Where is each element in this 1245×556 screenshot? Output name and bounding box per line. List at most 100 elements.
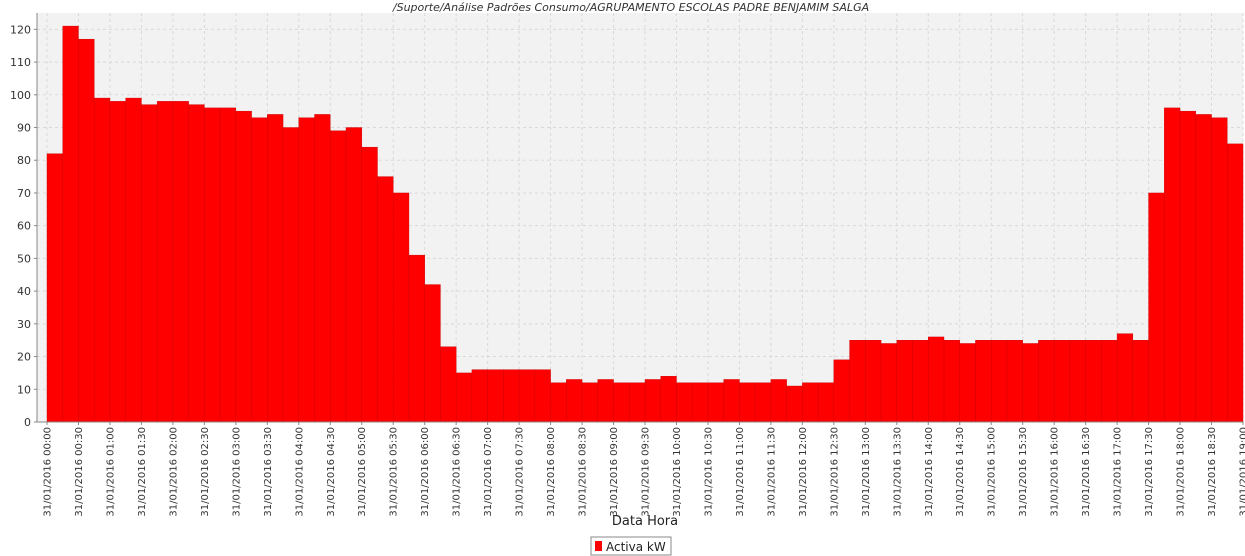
x-tick-label: 31/01/2016 09:30 [641, 427, 652, 517]
bar [912, 340, 929, 423]
bar [1006, 340, 1023, 423]
bar [629, 382, 646, 423]
y-tick-label: 80 [17, 154, 31, 167]
y-tick-label: 20 [17, 351, 31, 364]
bar [644, 379, 661, 423]
bar [849, 340, 866, 423]
bar [282, 127, 299, 423]
bar [534, 369, 551, 423]
x-tick-label: 31/01/2016 07:30 [515, 427, 526, 517]
legend-swatch [595, 541, 602, 551]
x-tick-label: 31/01/2016 05:30 [389, 427, 400, 517]
bar [1148, 192, 1165, 423]
bar [597, 379, 614, 423]
x-tick-label: 31/01/2016 08:00 [546, 427, 557, 517]
y-tick-label: 100 [10, 89, 31, 102]
bar [251, 117, 268, 423]
bar [723, 379, 740, 423]
bar [802, 382, 819, 423]
x-tick-label: 31/01/2016 18:30 [1207, 427, 1218, 517]
bar [739, 382, 756, 423]
y-tick-label: 30 [17, 318, 31, 331]
x-tick-label: 31/01/2016 03:00 [231, 427, 242, 517]
bar [62, 25, 79, 423]
x-tick-label: 31/01/2016 01:30 [137, 427, 148, 517]
x-tick-label: 31/01/2016 00:30 [74, 427, 85, 517]
bar [1211, 117, 1228, 423]
bar [156, 101, 174, 423]
bar [566, 379, 583, 423]
x-tick-label: 31/01/2016 17:30 [1144, 427, 1155, 517]
x-tick-label: 31/01/2016 06:30 [452, 427, 463, 517]
x-tick-label: 31/01/2016 08:30 [578, 427, 589, 517]
legend: Activa kW [590, 536, 672, 556]
y-tick-label: 70 [17, 187, 31, 200]
x-tick-label: 31/01/2016 02:30 [200, 427, 211, 517]
y-tick-label: 50 [17, 252, 31, 265]
bar [78, 38, 95, 423]
bar [692, 382, 709, 423]
bar [959, 343, 976, 423]
bar [314, 114, 331, 423]
bar [1053, 340, 1071, 423]
bar [1101, 340, 1118, 423]
y-tick-label: 90 [17, 122, 31, 135]
bar [330, 130, 347, 423]
x-tick-label: 31/01/2016 10:00 [672, 427, 683, 517]
x-tick-label: 31/01/2016 11:30 [766, 427, 777, 517]
bar [125, 97, 142, 423]
x-tick-label: 31/01/2016 16:00 [1050, 427, 1061, 517]
bar [267, 114, 284, 423]
bar [660, 375, 677, 423]
x-tick-label: 31/01/2016 12:00 [798, 427, 809, 517]
bar [991, 340, 1008, 423]
bar [1227, 143, 1244, 423]
bar [455, 372, 473, 423]
bar [235, 110, 252, 423]
x-tick-label: 31/01/2016 13:30 [892, 427, 903, 517]
bar [1132, 340, 1149, 423]
bar [880, 343, 897, 423]
bar [865, 340, 882, 423]
bar [786, 385, 803, 423]
bar [345, 127, 362, 423]
bar [377, 176, 394, 423]
bar [172, 101, 189, 423]
bar [424, 284, 441, 423]
bar [1038, 340, 1055, 423]
bar [141, 104, 158, 423]
bar [298, 117, 315, 423]
bar [503, 369, 520, 423]
bar [676, 382, 693, 423]
bar [1069, 340, 1086, 423]
bar [943, 340, 960, 423]
x-tick-label: 31/01/2016 18:00 [1176, 427, 1187, 517]
bar [393, 192, 410, 423]
y-tick-label: 10 [17, 383, 31, 396]
bar [1195, 114, 1212, 423]
x-tick-label: 31/01/2016 13:00 [861, 427, 872, 517]
bar [487, 369, 504, 423]
bar [1116, 333, 1134, 423]
bar [896, 340, 913, 423]
y-tick-label: 40 [17, 285, 31, 298]
y-tick-label: 110 [10, 56, 31, 69]
bar [581, 382, 598, 423]
bar [94, 97, 111, 423]
x-axis-ticks: 31/01/2016 00:00 31/01/2016 00:30 31/01/20… [43, 422, 1245, 517]
bar [1179, 110, 1196, 423]
bar [518, 369, 536, 423]
x-tick-label: 31/01/2016 04:30 [326, 427, 337, 517]
x-tick-label: 31/01/2016 05:00 [357, 427, 368, 517]
y-tick-label: 0 [24, 416, 31, 429]
bar [219, 107, 237, 423]
bar [204, 107, 221, 423]
x-tick-label: 31/01/2016 14:30 [955, 427, 966, 517]
bar [1022, 343, 1039, 423]
y-tick-label: 60 [17, 220, 31, 233]
x-tick-label: 31/01/2016 00:00 [43, 427, 54, 517]
bar [408, 254, 425, 423]
bar [975, 340, 992, 423]
x-tick-label: 31/01/2016 15:30 [1018, 427, 1029, 517]
bar [1164, 107, 1181, 423]
